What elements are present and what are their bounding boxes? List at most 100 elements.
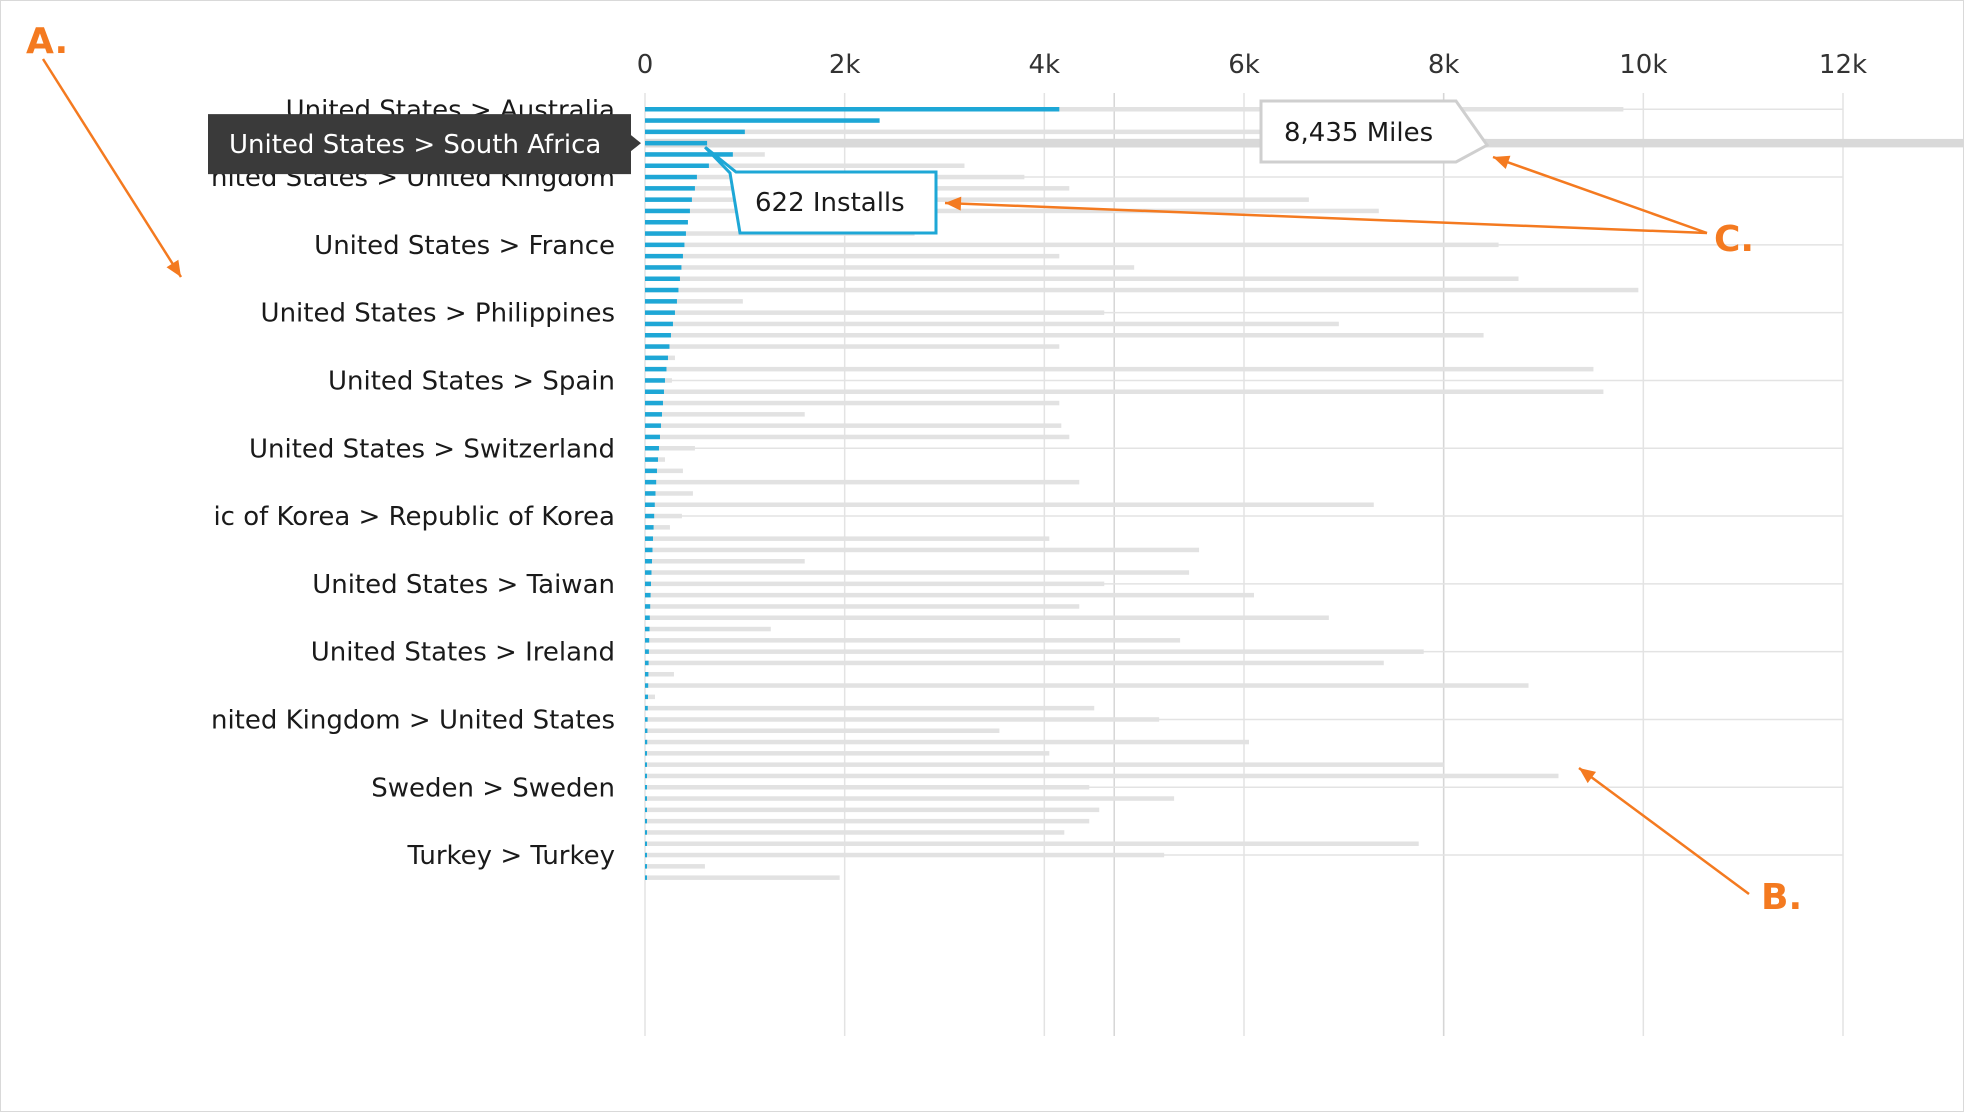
- miles-bar[interactable]: [645, 717, 1160, 722]
- installs-bar[interactable]: [645, 423, 661, 428]
- miles-bar[interactable]: [645, 807, 1100, 813]
- miles-bar[interactable]: [645, 333, 1484, 338]
- installs-bar[interactable]: [645, 208, 690, 214]
- miles-bar[interactable]: [645, 570, 1190, 575]
- miles-bar[interactable]: [645, 536, 1050, 541]
- miles-bar[interactable]: [645, 491, 693, 496]
- installs-bar[interactable]: [645, 378, 665, 383]
- miles-bar[interactable]: [645, 265, 1135, 270]
- miles-bar[interactable]: [645, 592, 1254, 598]
- installs-bar[interactable]: [645, 864, 647, 869]
- installs-bar[interactable]: [645, 355, 668, 361]
- installs-bar[interactable]: [645, 581, 651, 587]
- installs-bar[interactable]: [645, 276, 680, 282]
- miles-bar[interactable]: [645, 547, 1200, 553]
- miles-bar[interactable]: [645, 525, 670, 530]
- miles-bar[interactable]: [645, 321, 1339, 327]
- installs-bar[interactable]: [645, 118, 880, 123]
- miles-bar[interactable]: [645, 276, 1519, 282]
- installs-bar[interactable]: [645, 434, 660, 440]
- miles-bar[interactable]: [645, 852, 1165, 858]
- installs-bar[interactable]: [645, 592, 651, 598]
- installs-bar[interactable]: [645, 705, 648, 711]
- miles-bar[interactable]: [645, 412, 805, 417]
- installs-bar[interactable]: [645, 197, 692, 202]
- miles-bar[interactable]: [645, 604, 1080, 609]
- installs-bar[interactable]: [645, 525, 654, 530]
- installs-bar[interactable]: [645, 491, 656, 496]
- miles-bar[interactable]: [645, 197, 1309, 202]
- installs-bar[interactable]: [645, 253, 683, 259]
- installs-bar[interactable]: [645, 140, 708, 146]
- miles-bar[interactable]: [645, 785, 1090, 790]
- miles-bar[interactable]: [645, 864, 705, 869]
- installs-bar[interactable]: [645, 129, 745, 135]
- miles-bar[interactable]: [645, 694, 655, 700]
- miles-bar[interactable]: [645, 129, 1264, 135]
- installs-bar[interactable]: [645, 841, 647, 847]
- miles-bar[interactable]: [645, 400, 1060, 406]
- installs-bar[interactable]: [645, 231, 686, 236]
- installs-bar[interactable]: [645, 694, 648, 700]
- miles-bar[interactable]: [645, 468, 683, 474]
- miles-bar[interactable]: [645, 502, 1374, 508]
- miles-bar[interactable]: [645, 615, 1329, 621]
- installs-bar[interactable]: [645, 457, 658, 462]
- miles-bar[interactable]: [645, 242, 1499, 248]
- miles-bar[interactable]: [645, 434, 1070, 440]
- installs-bar[interactable]: [645, 152, 733, 157]
- installs-bar[interactable]: [645, 446, 659, 451]
- installs-bar[interactable]: [645, 638, 650, 643]
- miles-bar[interactable]: [645, 751, 1050, 756]
- miles-bar[interactable]: [645, 728, 1000, 734]
- miles-bar[interactable]: [645, 513, 682, 519]
- installs-bar[interactable]: [645, 265, 682, 270]
- installs-bar[interactable]: [645, 660, 649, 666]
- miles-bar[interactable]: [645, 773, 1559, 779]
- miles-bar[interactable]: [645, 875, 840, 880]
- installs-bar[interactable]: [645, 468, 657, 474]
- installs-bar[interactable]: [645, 728, 648, 734]
- installs-bar[interactable]: [645, 479, 657, 485]
- installs-bar[interactable]: [645, 672, 649, 677]
- installs-bar[interactable]: [645, 762, 647, 767]
- installs-bar[interactable]: [645, 807, 647, 813]
- miles-bar[interactable]: [645, 287, 1639, 293]
- installs-bar[interactable]: [645, 717, 648, 722]
- miles-bar[interactable]: [645, 446, 695, 451]
- miles-bar[interactable]: [645, 762, 1444, 767]
- installs-bar[interactable]: [645, 366, 667, 372]
- installs-bar[interactable]: [645, 785, 647, 790]
- miles-bar[interactable]: [645, 479, 1080, 485]
- installs-bar[interactable]: [645, 626, 650, 632]
- installs-bar[interactable]: [645, 107, 1060, 112]
- installs-bar[interactable]: [645, 818, 647, 824]
- installs-bar[interactable]: [645, 875, 647, 880]
- installs-bar[interactable]: [645, 321, 673, 327]
- miles-bar[interactable]: [645, 107, 1624, 112]
- installs-bar[interactable]: [645, 344, 670, 349]
- installs-bar[interactable]: [645, 751, 647, 756]
- installs-bar[interactable]: [645, 536, 653, 541]
- miles-bar[interactable]: [645, 830, 1065, 835]
- installs-bar[interactable]: [645, 174, 697, 180]
- installs-bar[interactable]: [645, 220, 688, 225]
- miles-bar[interactable]: [645, 581, 1105, 587]
- miles-bar[interactable]: [645, 638, 1181, 643]
- installs-bar[interactable]: [645, 400, 663, 406]
- installs-bar[interactable]: [645, 739, 648, 745]
- installs-bar[interactable]: [645, 299, 677, 304]
- miles-bar[interactable]: [645, 672, 674, 677]
- installs-bar[interactable]: [645, 412, 662, 417]
- installs-bar[interactable]: [645, 163, 709, 169]
- installs-bar[interactable]: [645, 830, 647, 835]
- miles-bar[interactable]: [645, 310, 1105, 315]
- miles-bar[interactable]: [645, 253, 1060, 259]
- miles-bar[interactable]: [645, 423, 1062, 428]
- miles-bar[interactable]: [645, 344, 1060, 349]
- miles-bar[interactable]: [645, 366, 1594, 372]
- miles-bar[interactable]: [645, 389, 1604, 395]
- installs-bar[interactable]: [645, 186, 695, 191]
- miles-bar[interactable]: [645, 818, 1090, 824]
- miles-bar[interactable]: [645, 559, 805, 564]
